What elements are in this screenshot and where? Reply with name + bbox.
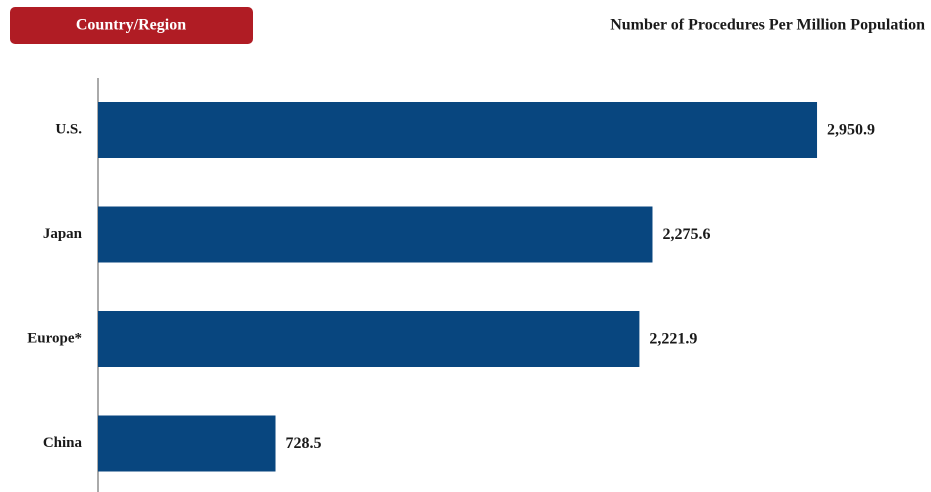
bar <box>98 102 818 158</box>
value-label: 2,221.9 <box>649 331 697 348</box>
chart-title: Number of Procedures Per Million Populat… <box>610 17 925 34</box>
bar <box>98 415 276 472</box>
category-label: U.S. <box>55 121 82 137</box>
bar <box>98 206 653 263</box>
category-label: Japan <box>43 226 83 242</box>
value-label: 728.5 <box>286 435 322 452</box>
value-label: 2,950.9 <box>827 122 875 139</box>
category-label: China <box>43 435 83 451</box>
header-box <box>10 7 253 44</box>
bar <box>98 311 640 367</box>
value-label: 2,275.6 <box>662 226 710 243</box>
category-label: Europe* <box>27 330 82 346</box>
axis-label: Country/Region <box>76 17 186 34</box>
